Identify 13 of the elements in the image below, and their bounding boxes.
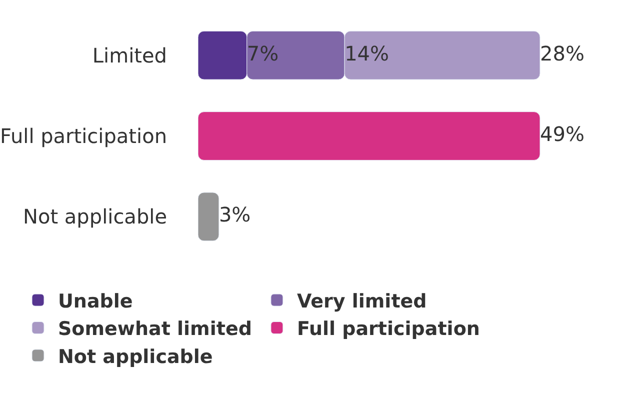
y-tick-label: Limited (92, 43, 167, 68)
y-tick-label: Not applicable (23, 204, 167, 229)
legend-label: Very limited (296, 290, 427, 312)
y-tick-label: Full participation (0, 124, 167, 148)
legend-label: Somewhat limited (58, 318, 252, 340)
data-label: 28% (540, 41, 584, 66)
data-label: 49% (540, 122, 584, 146)
data-label: 14% (344, 41, 390, 66)
data-label: 7% (246, 41, 279, 66)
legend-label: Not applicable (58, 346, 213, 368)
data-label: 3% (218, 202, 251, 227)
legend-label: Full participation (296, 318, 480, 340)
legend-label: Unable (58, 290, 133, 312)
